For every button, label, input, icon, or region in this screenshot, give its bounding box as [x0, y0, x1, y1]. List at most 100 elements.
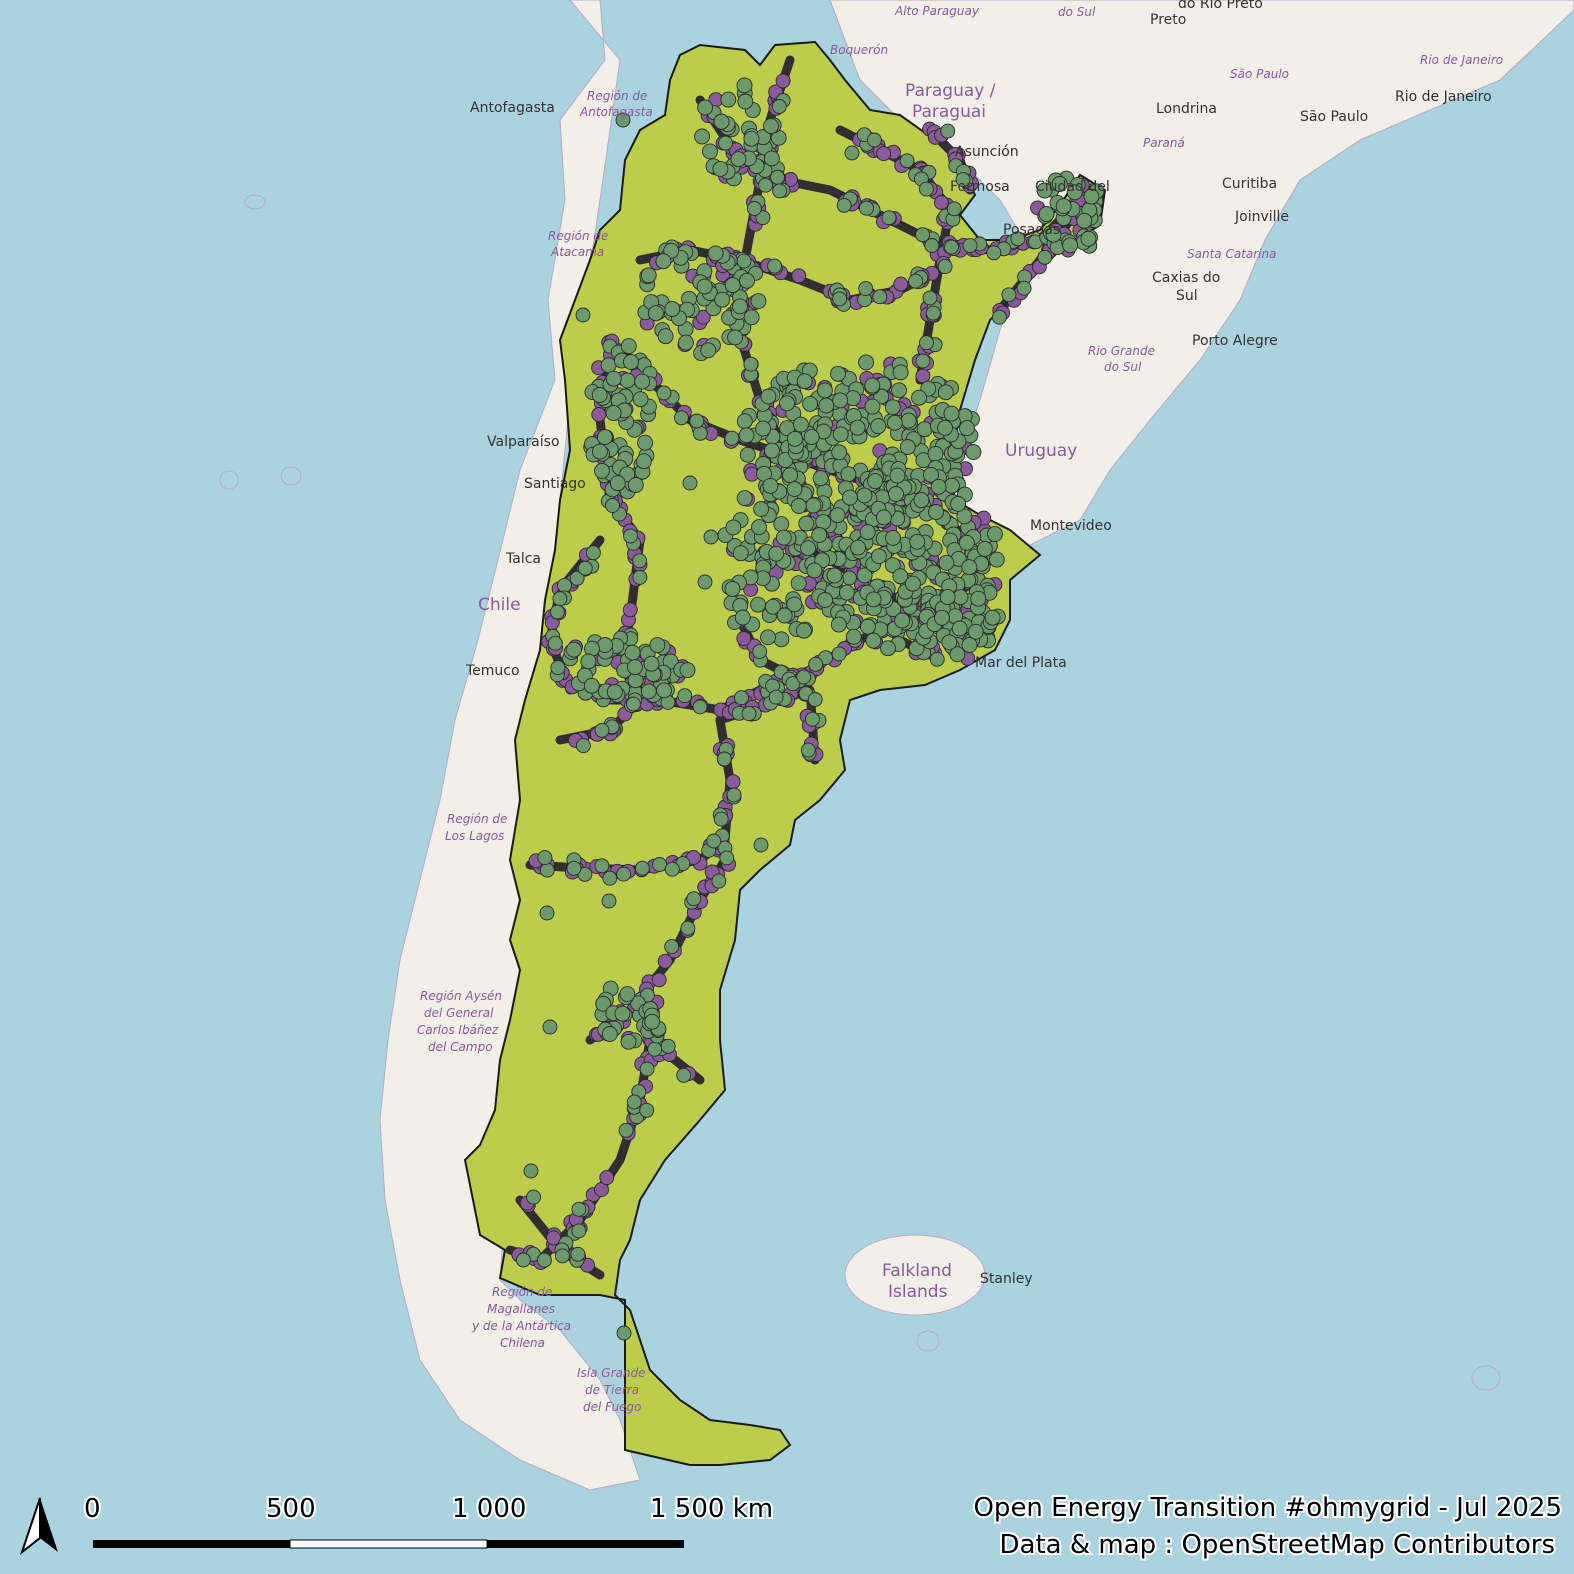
power-plant-point[interactable] [552, 591, 568, 607]
power-plant-point[interactable] [831, 646, 847, 662]
power-plant-point[interactable] [771, 99, 787, 114]
power-plant-point[interactable] [866, 132, 882, 148]
power-plant-point[interactable] [566, 860, 582, 876]
power-plant-point[interactable] [591, 387, 608, 403]
power-plant-point[interactable] [526, 1189, 542, 1205]
power-plant-point[interactable] [1001, 287, 1017, 303]
power-plant-point[interactable] [692, 699, 708, 715]
power-plant-point[interactable] [859, 524, 876, 541]
power-plant-point[interactable] [627, 659, 643, 676]
power-plant-point[interactable] [580, 653, 597, 670]
power-plant-point[interactable] [858, 281, 874, 297]
power-plant-point[interactable] [911, 389, 927, 406]
power-plant-point[interactable] [692, 425, 708, 441]
power-plant-point[interactable] [894, 612, 911, 629]
substation-point[interactable] [599, 1170, 615, 1186]
power-plant-point[interactable] [682, 475, 698, 491]
power-plant-point[interactable] [908, 273, 924, 289]
power-plant-point[interactable] [1083, 188, 1100, 205]
power-plant-point[interactable] [776, 607, 793, 624]
power-plant-point[interactable] [640, 267, 657, 284]
power-plant-point[interactable] [888, 486, 904, 502]
power-plant-point[interactable] [976, 540, 993, 557]
power-plant-point[interactable] [909, 533, 926, 550]
power-plant-point[interactable] [676, 1067, 692, 1083]
substation-point[interactable] [736, 631, 752, 646]
power-plant-point[interactable] [736, 413, 753, 430]
power-plant-point[interactable] [644, 1013, 661, 1030]
power-plant-point[interactable] [900, 412, 917, 429]
power-plant-point[interactable] [808, 656, 824, 672]
power-plant-point[interactable] [585, 545, 601, 561]
power-plant-point[interactable] [929, 651, 945, 667]
power-plant-point[interactable] [689, 413, 705, 429]
power-plant-point[interactable] [889, 467, 906, 484]
power-plant-point[interactable] [537, 850, 553, 866]
power-plant-point[interactable] [547, 635, 563, 651]
power-plant-point[interactable] [864, 398, 881, 415]
power-plant-point[interactable] [768, 689, 784, 705]
power-plant-point[interactable] [806, 562, 823, 579]
power-plant-point[interactable] [700, 342, 717, 359]
power-plant-point[interactable] [741, 706, 757, 722]
power-plant-point[interactable] [856, 487, 873, 504]
power-plant-point[interactable] [880, 640, 896, 657]
power-plant-point[interactable] [620, 1033, 637, 1050]
power-plant-point[interactable] [725, 519, 742, 536]
power-plant-point[interactable] [961, 559, 978, 576]
power-plant-point[interactable] [739, 272, 755, 289]
power-plant-point[interactable] [875, 509, 892, 526]
power-plant-point[interactable] [838, 584, 855, 601]
power-plant-point[interactable] [647, 305, 664, 322]
power-plant-point[interactable] [591, 443, 608, 460]
power-plant-point[interactable] [755, 210, 771, 226]
power-plant-point[interactable] [713, 113, 730, 130]
substation-point[interactable] [695, 309, 711, 325]
power-plant-point[interactable] [571, 1223, 587, 1239]
power-plant-point[interactable] [536, 1252, 552, 1268]
power-plant-point[interactable] [656, 385, 672, 401]
power-plant-point[interactable] [750, 293, 767, 310]
power-plant-point[interactable] [724, 430, 740, 446]
power-plant-point[interactable] [606, 684, 623, 700]
power-plant-point[interactable] [988, 551, 1005, 568]
power-plant-point[interactable] [1051, 176, 1068, 192]
power-plant-point[interactable] [679, 662, 696, 679]
power-plant-point[interactable] [779, 395, 795, 412]
power-plant-point[interactable] [916, 421, 933, 438]
power-plant-point[interactable] [677, 334, 694, 351]
power-plant-point[interactable] [943, 405, 960, 422]
power-plant-point[interactable] [660, 1038, 676, 1054]
power-plant-point[interactable] [743, 130, 760, 147]
power-plant-point[interactable] [623, 354, 639, 370]
power-plant-point[interactable] [596, 429, 613, 446]
power-plant-point[interactable] [639, 1061, 655, 1077]
power-plant-point[interactable] [770, 169, 785, 185]
power-plant-point[interactable] [949, 646, 966, 663]
power-plant-point[interactable] [884, 557, 901, 574]
power-plant-point[interactable] [786, 430, 803, 447]
power-plant-point[interactable] [554, 1248, 570, 1264]
power-plant-point[interactable] [732, 545, 749, 562]
power-plant-point[interactable] [697, 99, 714, 116]
power-plant-point[interactable] [652, 857, 668, 872]
power-plant-point[interactable] [632, 553, 648, 569]
power-plant-point[interactable] [577, 560, 593, 576]
power-plant-point[interactable] [946, 201, 962, 217]
power-plant-point[interactable] [736, 490, 753, 507]
power-plant-point[interactable] [714, 291, 731, 308]
power-plant-point[interactable] [886, 414, 903, 431]
power-plant-point[interactable] [755, 420, 772, 437]
power-plant-point[interactable] [796, 373, 813, 390]
substation-point[interactable] [876, 146, 892, 162]
power-plant-point[interactable] [970, 590, 987, 607]
power-plant-point[interactable] [634, 373, 651, 390]
power-plant-point[interactable] [632, 391, 649, 408]
power-plant-point[interactable] [817, 592, 834, 608]
power-plant-point[interactable] [643, 655, 660, 672]
power-plant-point[interactable] [724, 277, 741, 294]
power-plant-point[interactable] [773, 631, 790, 648]
power-plant-point[interactable] [716, 751, 732, 767]
power-plant-point[interactable] [619, 372, 636, 389]
